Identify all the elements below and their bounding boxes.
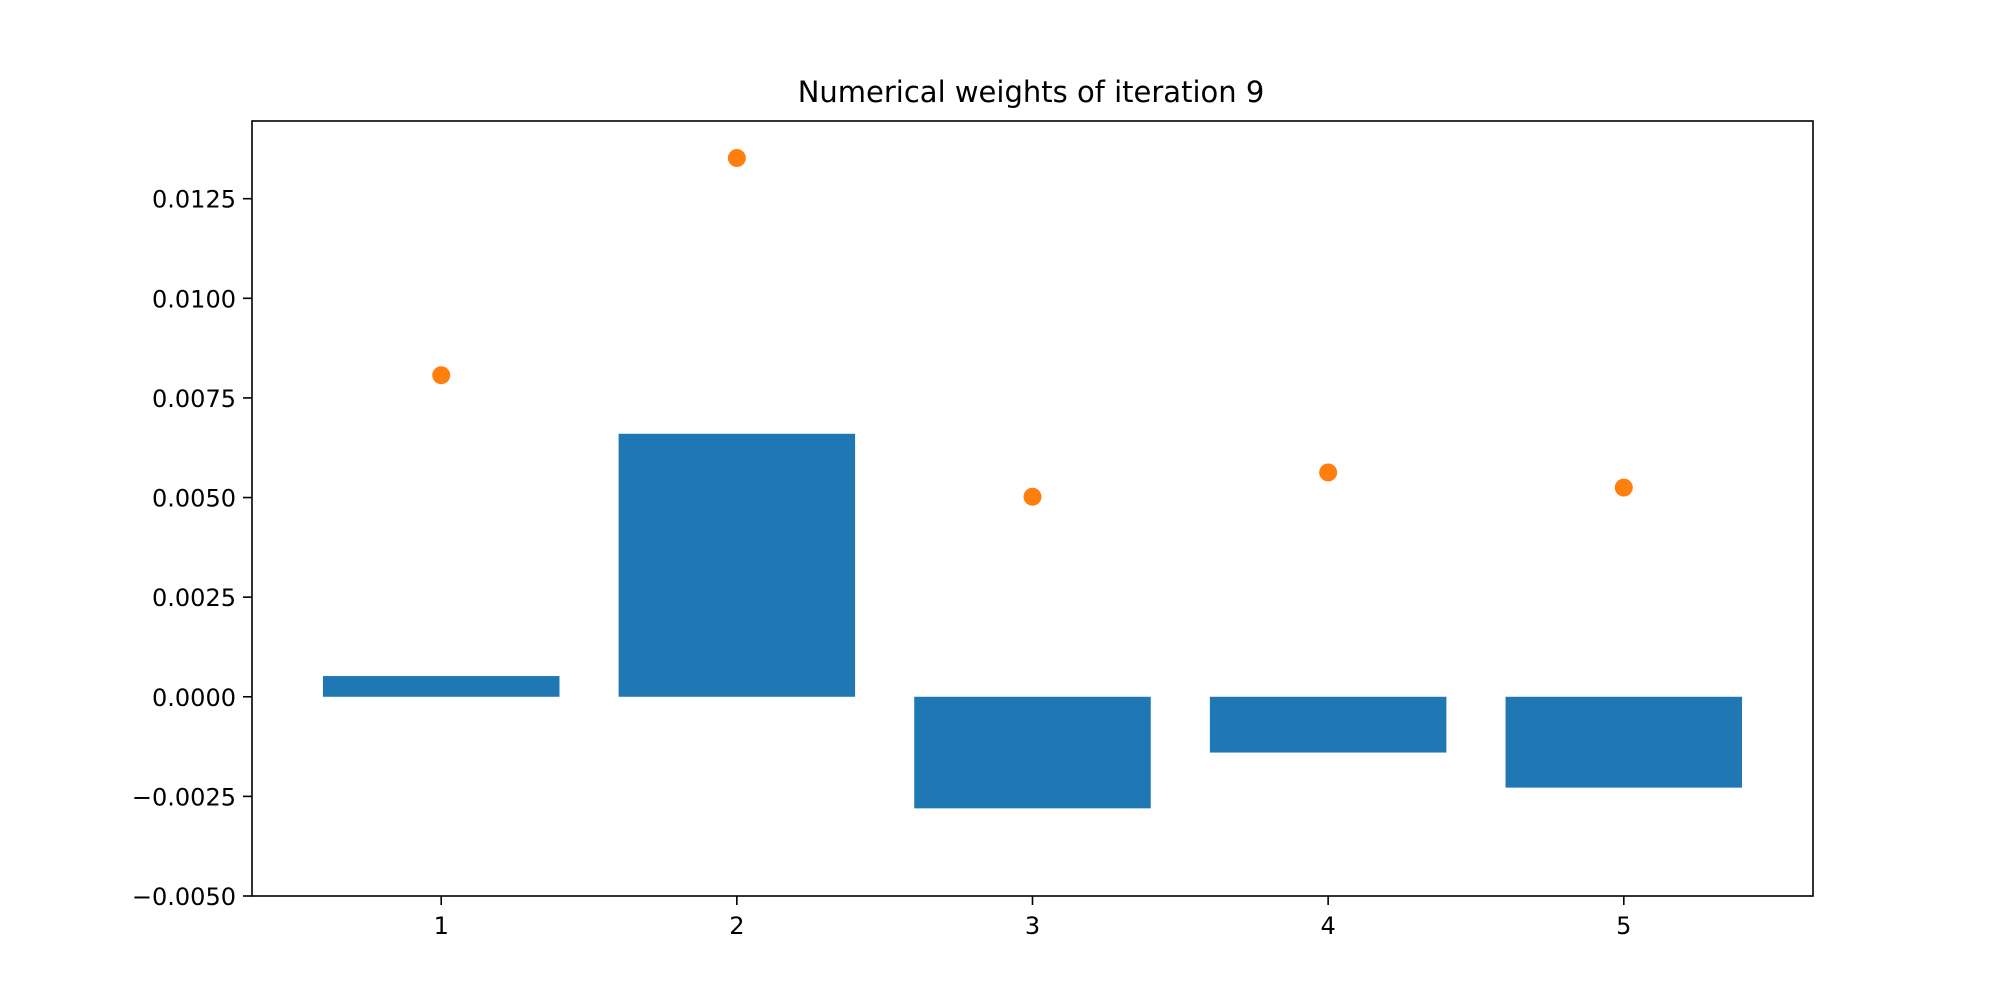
y-tick-label: 0.0000 <box>152 684 236 712</box>
point-2 <box>727 149 746 168</box>
bar-5 <box>1505 696 1743 788</box>
bar-series <box>322 433 1743 809</box>
chart-title: Numerical weights of iteration 9 <box>798 75 1265 109</box>
x-tick-label: 1 <box>434 912 449 940</box>
y-tick-label: 0.0025 <box>152 584 236 612</box>
x-tick-label: 3 <box>1025 912 1040 940</box>
point-1 <box>432 366 451 385</box>
bar-1 <box>322 676 560 697</box>
x-tick-label: 2 <box>729 912 744 940</box>
y-tick-label: 0.0050 <box>152 485 236 513</box>
x-axis: 1 2 3 4 5 <box>434 896 1631 940</box>
bar-2 <box>618 433 856 697</box>
point-series <box>432 149 1633 506</box>
plot-area-frame <box>251 120 1814 897</box>
x-tick-label: 5 <box>1616 912 1631 940</box>
point-4 <box>1319 463 1338 482</box>
point-3 <box>1023 487 1042 506</box>
point-5 <box>1614 478 1633 497</box>
y-tick-label: 0.0100 <box>152 285 236 313</box>
y-tick-label: −0.0050 <box>132 883 236 911</box>
bar-4 <box>1209 696 1447 753</box>
x-tick-label: 4 <box>1321 912 1336 940</box>
bar-3 <box>914 696 1151 809</box>
y-tick-label: 0.0075 <box>152 385 236 413</box>
y-tick-label: −0.0025 <box>132 783 236 811</box>
y-axis: −0.0050 −0.0025 0.0000 0.0025 0.0050 0.0075 0.… <box>132 186 252 911</box>
y-tick-label: 0.0125 <box>152 186 236 214</box>
